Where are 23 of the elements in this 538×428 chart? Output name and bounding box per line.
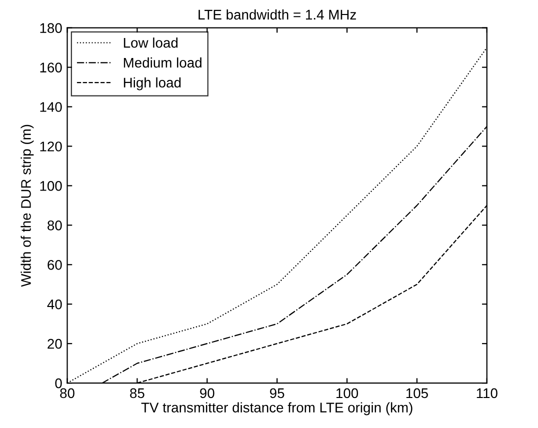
y-tick-label: 180: [40, 23, 62, 33]
y-tick-label: 0: [55, 378, 62, 388]
legend-label: High load: [124, 77, 181, 90]
y-tick-label: 40: [47, 299, 62, 310]
y-tick-label: 120: [40, 142, 62, 152]
y-axis-title: Width of the DUR strip (m): [20, 124, 34, 287]
x-tick-label: 105: [406, 388, 428, 398]
x-tick-label: 85: [130, 388, 144, 398]
y-tick-label: 20: [48, 338, 62, 349]
y-tick-label: 60: [48, 260, 62, 270]
x-axis-title: TV transmitter distance from LTE origin (km): [141, 402, 412, 416]
y-tick-label: 140: [40, 102, 62, 112]
legend-label: Low load: [124, 38, 178, 48]
y-tick-label: 160: [40, 62, 62, 72]
x-tick-label: 110: [476, 388, 498, 398]
legend-label: Medium load: [124, 57, 202, 68]
x-tick-label: 100: [336, 388, 358, 398]
x-tick-label: 95: [270, 388, 284, 398]
x-tick-label: 80: [60, 388, 74, 398]
y-tick-label: 100: [40, 181, 62, 191]
chart-title: LTE bandwidth = 1.4 MHz: [198, 9, 356, 20]
y-tick-label: 80: [48, 220, 62, 230]
x-tick-label: 90: [200, 388, 214, 398]
